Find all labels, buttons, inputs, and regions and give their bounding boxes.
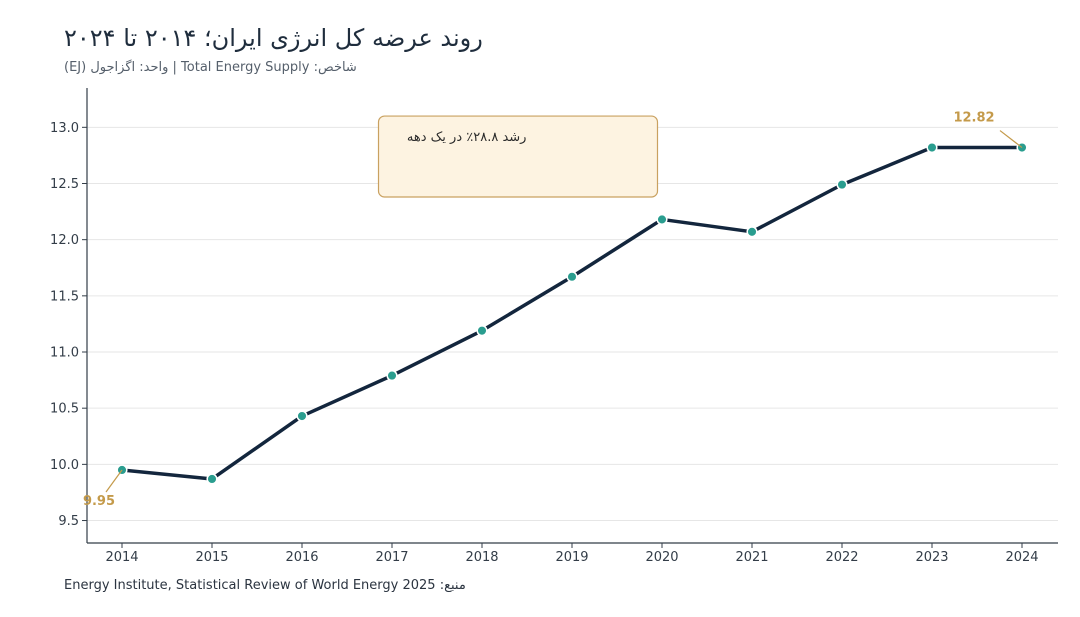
data-point	[566, 271, 578, 283]
y-tick-label: 12.0	[50, 233, 79, 248]
y-tick-label: 9.5	[58, 514, 79, 529]
data-point	[656, 213, 668, 225]
y-tick-label: 10.0	[50, 458, 79, 473]
x-tick-label: 2015	[195, 550, 228, 565]
data-point	[746, 226, 758, 238]
label-leader-line	[999, 130, 1023, 149]
data-label: 9.95	[83, 494, 115, 509]
x-tick-label: 2024	[1005, 550, 1038, 565]
chart-title: روند عرضه کل انرژی ایران؛ ۲۰۱۴ تا ۲۰۲۴	[64, 24, 483, 52]
axes: 9.5 10.0 10.5 11.0 11.5 12.0 12.5 13.0 2014 2015 2…	[50, 88, 1058, 565]
chart-source: منبع: Energy Institute, Statistical Revi…	[64, 578, 466, 593]
x-tick-label: 2020	[645, 550, 678, 565]
y-tick-label: 12.5	[50, 177, 79, 192]
y-tick-label: 11.5	[50, 289, 79, 304]
data-labels: 9.95 12.82	[83, 111, 1023, 509]
x-tick-label: 2014	[105, 550, 138, 565]
data-point	[296, 410, 308, 422]
x-tick-label: 2023	[915, 550, 948, 565]
data-point	[476, 325, 488, 337]
x-tick-label: 2022	[825, 550, 858, 565]
y-tick-label: 13.0	[50, 121, 79, 136]
annotation-box	[377, 115, 659, 198]
data-point	[386, 370, 398, 382]
data-point	[206, 473, 218, 485]
x-tick-label: 2019	[555, 550, 588, 565]
x-tick-label: 2018	[465, 550, 498, 565]
label-leader-line	[105, 469, 123, 493]
x-tick-label: 2017	[375, 550, 408, 565]
data-point	[836, 179, 848, 191]
chart-subtitle: شاخص: Total Energy Supply | واحد: اگزاجو…	[64, 60, 357, 75]
annotation: رشد ۲۸.۸٪ در یک دهه	[377, 115, 659, 198]
data-series	[116, 141, 1028, 485]
y-tick-label: 10.5	[50, 402, 79, 417]
data-label: 12.82	[953, 111, 994, 126]
x-tick-label: 2021	[735, 550, 768, 565]
x-tick-label: 2016	[285, 550, 318, 565]
annotation-text: رشد ۲۸.۸٪ در یک دهه	[407, 130, 527, 145]
data-point	[926, 141, 938, 154]
y-tick-label: 11.0	[50, 346, 79, 361]
